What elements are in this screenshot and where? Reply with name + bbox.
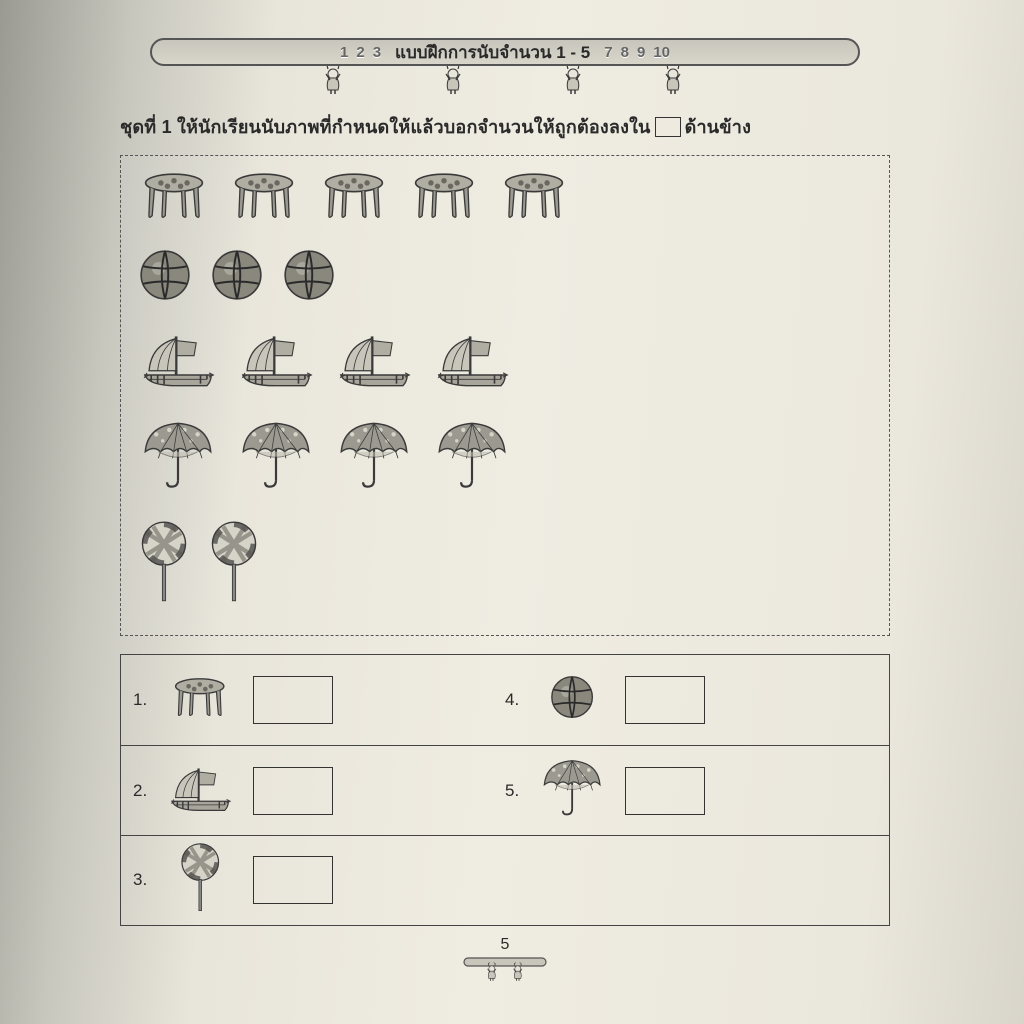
answer-input-box[interactable] bbox=[625, 767, 705, 815]
counting-picture-box bbox=[120, 155, 890, 636]
ship-icon bbox=[139, 330, 217, 395]
umbrella-icon bbox=[433, 419, 511, 496]
picture-row-lollipop bbox=[139, 520, 871, 609]
hanger-icon bbox=[560, 66, 586, 96]
answer-input-box[interactable] bbox=[253, 676, 333, 724]
answer-number: 5. bbox=[505, 781, 527, 801]
footer-decoration bbox=[120, 956, 890, 984]
instruction-prefix: ชุดที่ 1 ให้นักเรียนนับภาพที่กำหนดให้แล้… bbox=[120, 112, 651, 141]
answer-number: 2. bbox=[133, 781, 155, 801]
ship-icon bbox=[167, 763, 233, 819]
picture-row-table bbox=[139, 172, 871, 225]
answer-item: 4. bbox=[505, 675, 877, 724]
picture-row-ball bbox=[139, 249, 871, 306]
table-icon bbox=[139, 172, 209, 225]
instruction-suffix: ด้านข้าง bbox=[685, 112, 752, 141]
answer-box-inline-icon bbox=[655, 117, 681, 137]
ball-icon bbox=[139, 249, 191, 306]
title-banner: 1 2 3 แบบฝึกการนับจำนวน 1 - 5 7 8 9 10 bbox=[120, 30, 890, 100]
banner-num: 3 bbox=[373, 44, 381, 61]
umbrella-icon bbox=[139, 419, 217, 496]
ship-icon bbox=[433, 330, 511, 395]
answer-number: 4. bbox=[505, 690, 527, 710]
umbrella-icon bbox=[539, 757, 605, 823]
ship-icon bbox=[335, 330, 413, 395]
banner-num: 8 bbox=[621, 44, 629, 61]
answer-input-box[interactable] bbox=[253, 856, 333, 904]
answer-item: 1. bbox=[133, 676, 505, 724]
hanger-icon bbox=[440, 66, 466, 96]
lollipop-icon bbox=[179, 842, 222, 918]
instruction-text: ชุดที่ 1 ให้นักเรียนนับภาพที่กำหนดให้แล้… bbox=[120, 112, 890, 141]
answer-input-box[interactable] bbox=[625, 676, 705, 724]
page-number: 5 bbox=[120, 936, 890, 954]
worksheet-page: 1 2 3 แบบฝึกการนับจำนวน 1 - 5 7 8 9 10 ช… bbox=[120, 30, 890, 984]
hanger-icon bbox=[660, 66, 686, 96]
answer-table: 1. 4. 2. 5. 3. bbox=[120, 654, 890, 926]
answer-item: 3. bbox=[133, 842, 505, 918]
ball-icon bbox=[211, 249, 263, 306]
umbrella-icon bbox=[335, 419, 413, 496]
banner-num: 7 bbox=[604, 44, 612, 61]
table-icon bbox=[409, 172, 479, 225]
picture-row-umbrella bbox=[139, 419, 871, 496]
lollipop-icon bbox=[139, 520, 189, 609]
banner-num: 2 bbox=[356, 44, 364, 61]
table-icon bbox=[499, 172, 569, 225]
table-icon bbox=[170, 677, 230, 723]
lollipop-icon bbox=[209, 520, 259, 609]
answer-number: 1. bbox=[133, 690, 155, 710]
umbrella-icon bbox=[237, 419, 315, 496]
table-icon bbox=[319, 172, 389, 225]
ball-icon bbox=[550, 675, 594, 724]
banner-title: แบบฝึกการนับจำนวน 1 - 5 bbox=[389, 39, 596, 66]
banner-num: 9 bbox=[637, 44, 645, 61]
answer-item: 2. bbox=[133, 763, 505, 819]
hanger-icon bbox=[320, 66, 346, 96]
table-icon bbox=[229, 172, 299, 225]
ball-icon bbox=[283, 249, 335, 306]
banner-num: 1 bbox=[340, 44, 348, 61]
answer-input-box[interactable] bbox=[253, 767, 333, 815]
answer-item: 5. bbox=[505, 757, 877, 823]
answer-number: 3. bbox=[133, 870, 155, 890]
answer-row: 2. 5. bbox=[121, 745, 889, 835]
answer-row: 1. 4. bbox=[121, 655, 889, 745]
picture-row-ship bbox=[139, 330, 871, 395]
banner-bar: 1 2 3 แบบฝึกการนับจำนวน 1 - 5 7 8 9 10 bbox=[150, 38, 860, 66]
ship-icon bbox=[237, 330, 315, 395]
banner-num: 10 bbox=[653, 44, 670, 61]
answer-row: 3. bbox=[121, 835, 889, 925]
